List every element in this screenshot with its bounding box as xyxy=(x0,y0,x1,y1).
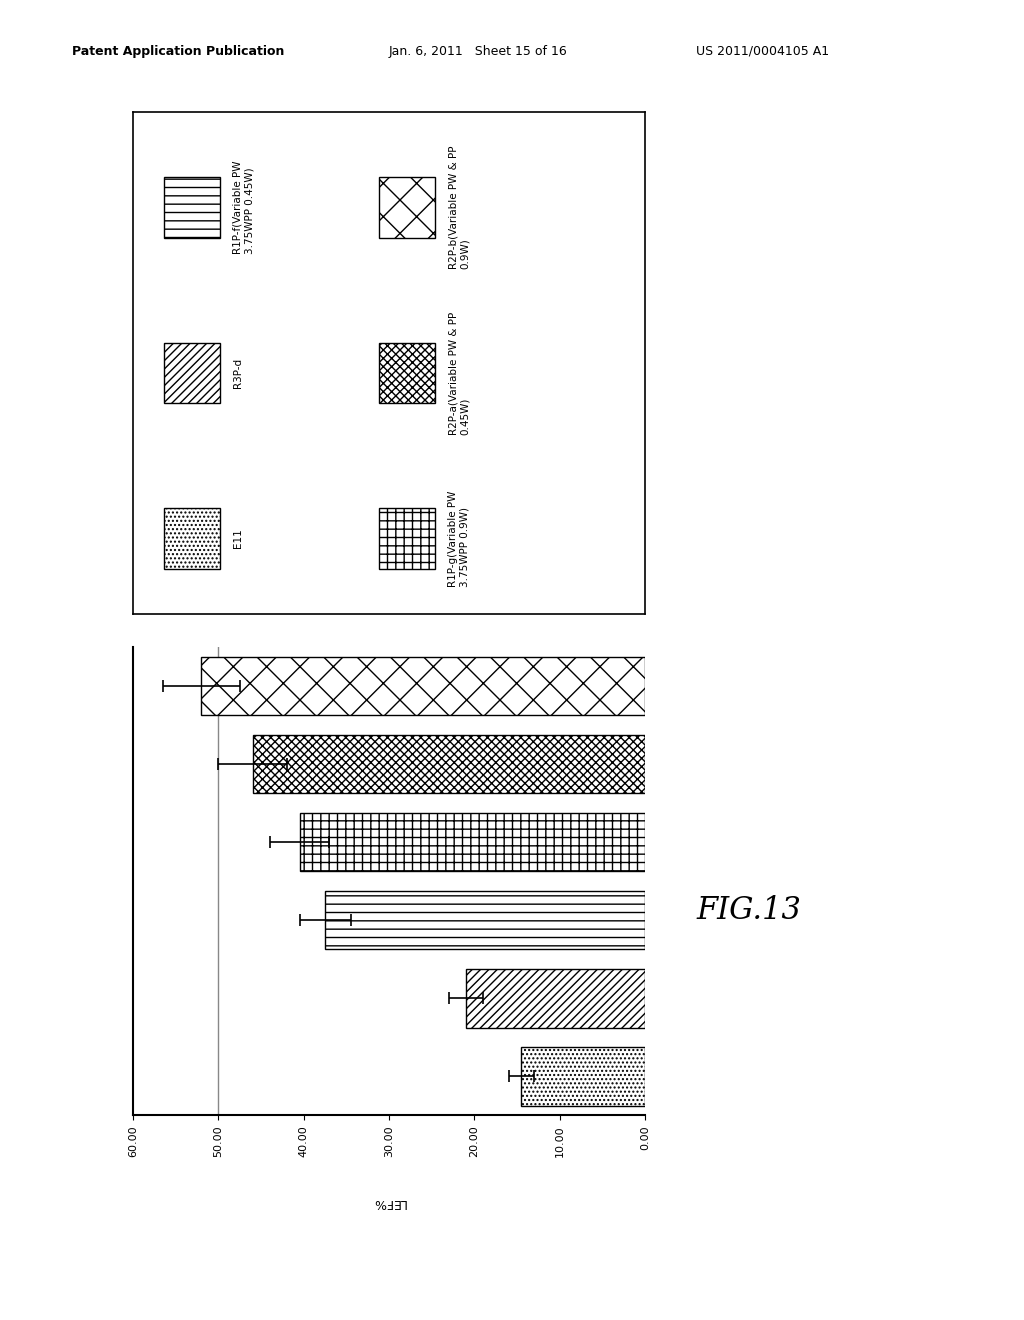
Text: R1P-g(Variable PW
3.75WPP 0.9W): R1P-g(Variable PW 3.75WPP 0.9W) xyxy=(449,490,470,587)
Text: R3P-d: R3P-d xyxy=(233,358,243,388)
Text: R1P-f(Variable PW
3.75WPP 0.45W): R1P-f(Variable PW 3.75WPP 0.45W) xyxy=(233,161,255,255)
Bar xyxy=(164,343,220,403)
Bar xyxy=(379,343,435,403)
Bar xyxy=(299,813,645,871)
Bar xyxy=(164,177,220,238)
Text: Jan. 6, 2011   Sheet 15 of 16: Jan. 6, 2011 Sheet 15 of 16 xyxy=(389,45,568,58)
Text: Patent Application Publication: Patent Application Publication xyxy=(72,45,284,58)
Text: FIG.13: FIG.13 xyxy=(696,895,801,927)
Bar xyxy=(202,656,645,715)
Bar xyxy=(521,1047,645,1106)
Text: R2P-a(Variable PW & PP
0.45W): R2P-a(Variable PW & PP 0.45W) xyxy=(449,312,470,434)
Text: E11: E11 xyxy=(233,529,243,548)
Bar xyxy=(164,508,220,569)
Bar xyxy=(379,508,435,569)
X-axis label: LEF%: LEF% xyxy=(372,1196,407,1209)
Bar xyxy=(466,969,645,1027)
Text: R2P-b(Variable PW & PP
0.9W): R2P-b(Variable PW & PP 0.9W) xyxy=(449,145,470,269)
Bar xyxy=(379,177,435,238)
Bar xyxy=(253,735,645,793)
Bar xyxy=(326,891,645,949)
Text: US 2011/0004105 A1: US 2011/0004105 A1 xyxy=(696,45,829,58)
